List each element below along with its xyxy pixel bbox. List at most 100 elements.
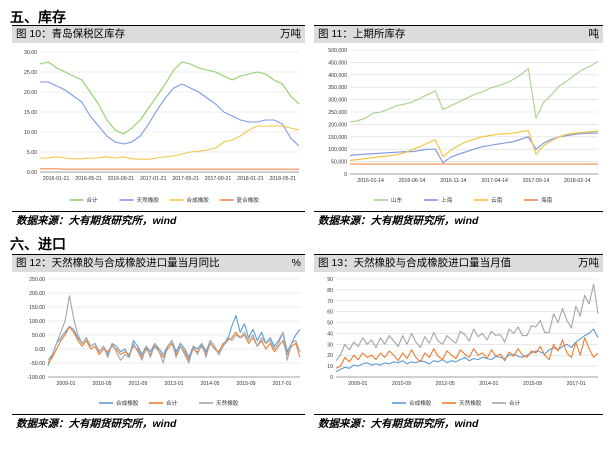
legend-label: 合成橡胶 xyxy=(116,399,139,407)
series-line xyxy=(40,125,300,160)
y-tick-label: 50,000 xyxy=(331,160,347,166)
chart-header: 图 12：天然橡胶与合成橡胶进口量当月同比 % xyxy=(12,255,305,272)
legend-label: 云南 xyxy=(491,196,503,204)
section-title-imports: 六、进口 xyxy=(10,236,66,252)
x-tick-label: 2011-09 xyxy=(129,381,148,387)
chart-top-rule xyxy=(12,25,305,26)
y-tick-label: 50.00 xyxy=(32,333,45,339)
legend-label: 合计 xyxy=(87,196,99,204)
y-tick-label: 10 xyxy=(327,364,333,370)
y-tick-label: 400,000 xyxy=(328,73,347,79)
y-tick-label: 50 xyxy=(327,321,333,327)
y-tick-label: 0 xyxy=(330,375,333,381)
y-tick-label: 0.00 xyxy=(27,170,37,176)
legend-label: 合计 xyxy=(166,399,178,407)
series-line xyxy=(39,61,300,135)
y-tick-label: 150.00 xyxy=(29,305,45,311)
chart-top-rule xyxy=(12,254,305,255)
y-tick-label: 70 xyxy=(327,299,333,305)
y-tick-label: 10.00 xyxy=(24,130,37,136)
legend-label: 上海 xyxy=(441,196,453,204)
y-tick-label: 300,000 xyxy=(328,98,347,104)
x-tick-label: 2016-11-14 xyxy=(440,178,466,184)
chart-top-rule xyxy=(314,254,603,255)
chart-bottom-rule xyxy=(314,211,603,212)
y-tick-label: 30.00 xyxy=(24,50,37,56)
x-tick-label: 2016-01-21 xyxy=(43,176,70,182)
legend-label: 合成橡胶 xyxy=(409,399,432,407)
y-tick-label: 200.00 xyxy=(29,291,45,297)
chart-top-rule xyxy=(314,25,603,26)
chart-title: 图 10：青岛保税区库存 xyxy=(16,28,126,40)
x-tick-label: 2017-04-14 xyxy=(481,178,508,184)
y-tick-label: -50.00 xyxy=(30,361,45,367)
y-tick-label: 200,000 xyxy=(328,122,347,128)
y-tick-label: 250,000 xyxy=(328,110,347,116)
section-title-inventory: 五、库存 xyxy=(10,9,66,25)
chart-unit: 万吨 xyxy=(280,28,301,40)
x-tick-label: 2012-05 xyxy=(436,381,455,387)
chart-source: 数据来源：大有期货研究所，wind xyxy=(318,215,479,227)
chart-title: 图 12：天然橡胶与合成橡胶进口量当月同比 xyxy=(16,257,220,269)
series-line xyxy=(349,130,599,161)
series-line xyxy=(349,132,598,164)
x-tick-label: 2017-01 xyxy=(567,381,586,387)
y-tick-label: 500,000 xyxy=(328,48,347,54)
y-tick-label: 20.00 xyxy=(24,90,37,96)
y-tick-label: 150,000 xyxy=(328,135,347,141)
legend-label: 山东 xyxy=(391,196,403,204)
x-tick-label: 2010-05 xyxy=(92,381,111,387)
chart-title: 图 11：上期所库存 xyxy=(318,28,406,40)
y-tick-label: 0.00 xyxy=(35,347,45,353)
x-tick-label: 2010-09 xyxy=(392,381,411,387)
x-tick-label: 2017-09-14 xyxy=(523,178,550,184)
y-tick-label: 100,000 xyxy=(328,147,347,153)
x-tick-label: 2017-01-21 xyxy=(140,176,167,182)
chart-bottom-rule xyxy=(12,414,305,415)
chart-source: 数据来源：大有期货研究所，wind xyxy=(318,418,479,430)
y-tick-label: 25.00 xyxy=(24,70,37,76)
chart-import-yoy: -100.00 -50.00 0.00 50.00 100.00 150.00 200.00… xyxy=(27,277,301,407)
chart-header: 图 11：上期所库存 吨 xyxy=(314,26,603,43)
x-tick-label: 2018-02-14 xyxy=(564,178,591,184)
legend-label: 海南 xyxy=(541,196,553,204)
y-tick-label: 80 xyxy=(327,288,333,294)
legend-label: 天然橡胶 xyxy=(459,399,482,407)
x-tick-label: 2016-09-21 xyxy=(108,176,135,182)
chart-unit: 吨 xyxy=(588,28,600,40)
y-tick-label: 350,000 xyxy=(328,85,347,91)
x-tick-label: 2017-05-21 xyxy=(172,176,199,182)
chart-header: 图 10：青岛保税区库存 万吨 xyxy=(12,26,305,43)
x-tick-label: 2016-01-14 xyxy=(357,178,384,184)
x-tick-label: 2015-09 xyxy=(236,381,255,387)
y-tick-label: -100.00 xyxy=(27,375,45,381)
y-tick-label: 40 xyxy=(327,331,333,337)
y-tick-label: 90 xyxy=(327,277,333,283)
legend-label: 合计 xyxy=(509,399,521,407)
x-tick-label: 2015-09 xyxy=(523,381,542,387)
y-tick-label: 100.00 xyxy=(29,319,45,325)
chart-qingdao-bonded-inventory: 0.00 5.00 10.00 15.00 20.00 25.00 30.00 2016-01… xyxy=(24,50,300,204)
series-line xyxy=(335,337,599,369)
chart-shfe-inventory: 0 50,000 100,000 150,000 200,000 250,000 300,0… xyxy=(328,48,599,204)
series-line xyxy=(335,328,599,373)
x-tick-label: 2016-05-21 xyxy=(75,176,102,182)
chart-unit: 万吨 xyxy=(578,257,599,269)
legend-label: 天然橡胶 xyxy=(137,196,160,204)
x-tick-label: 2014-01 xyxy=(479,381,498,387)
series-line xyxy=(47,295,301,364)
x-tick-label: 2013-01 xyxy=(164,381,183,387)
series-line xyxy=(335,283,599,362)
chart-bottom-rule xyxy=(314,414,603,415)
chart-title: 图 13：天然橡胶与合成橡胶进口量当月值 xyxy=(318,257,512,269)
x-tick-label: 2009-01 xyxy=(56,381,75,387)
x-tick-label: 2017-09-21 xyxy=(205,176,232,182)
series-line xyxy=(349,60,599,123)
legend-label: 合成橡胶 xyxy=(187,196,210,204)
y-tick-label: 5.00 xyxy=(27,150,37,156)
chart-import-monthly: 0 10 20 30 40 50 60 70 80 90 2009-01 2010-09 2012-05… xyxy=(327,277,599,407)
chart-source: 数据来源：大有期货研究所，wind xyxy=(16,215,177,227)
x-tick-label: 2014-05 xyxy=(200,381,219,387)
y-tick-label: 60 xyxy=(327,310,333,316)
y-tick-label: 30 xyxy=(327,342,333,348)
